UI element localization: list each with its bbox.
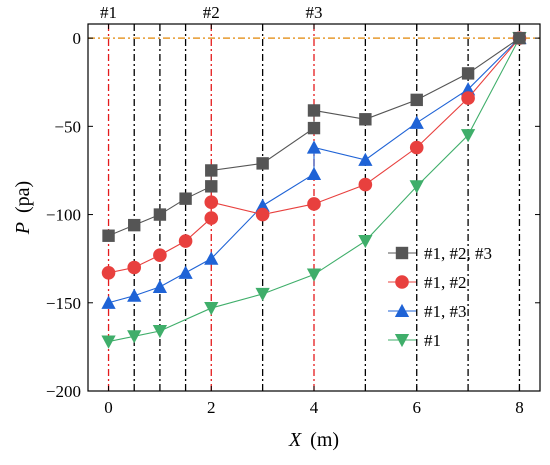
- series-1-point-10: [461, 91, 475, 105]
- series-0-point-9: [359, 113, 372, 126]
- series-2-point-3: [178, 265, 193, 279]
- series-0-point-5: [205, 164, 218, 177]
- y-tick-label-0: 0: [73, 29, 82, 48]
- series-3-point-8: [460, 129, 476, 143]
- series-0-point-11: [461, 67, 475, 80]
- y-axis-title: P (pa): [12, 181, 34, 235]
- series-layer: [101, 30, 527, 349]
- series-2-point-10: [460, 82, 476, 96]
- legend-label-3: #1: [424, 331, 441, 350]
- series-0: [102, 31, 526, 242]
- series-2: [101, 30, 527, 309]
- series-1-point-1: [127, 260, 142, 275]
- series-0-point-10: [410, 93, 423, 107]
- legend-marker-1: [395, 275, 409, 289]
- series-2-point-9: [409, 115, 424, 129]
- series-1-point-2: [153, 248, 167, 262]
- series-0-point-12: [513, 31, 526, 45]
- x-tick-label-4: 8: [515, 398, 524, 417]
- series-0-point-0: [102, 229, 115, 242]
- series-2-point-8: [358, 152, 373, 166]
- series-0-point-6: [256, 157, 269, 170]
- vertical-line-label-6: #3: [306, 3, 323, 22]
- series-1-point-9: [409, 140, 424, 155]
- series-2-point-7: [306, 140, 322, 154]
- series-0-point-8: [307, 104, 321, 117]
- series-2-point-6: [306, 166, 322, 181]
- series-0-point-2: [153, 208, 167, 221]
- x-axis-unit: (m): [310, 429, 339, 451]
- legend-marker-2: [394, 303, 410, 318]
- y-axis-unit: (pa): [12, 181, 34, 213]
- y-tick-label-2: −100: [46, 206, 81, 225]
- vertical-line-label-0: #1: [100, 3, 117, 22]
- series-1-point-7: [307, 197, 321, 211]
- legend-label-2: #1, #3: [424, 302, 467, 321]
- x-tick-label-2: 4: [310, 398, 319, 417]
- vertical-line-label-4: #2: [203, 3, 220, 22]
- x-tick-label-3: 6: [412, 398, 421, 417]
- y-tick-label-3: −150: [46, 294, 81, 313]
- y-axis-variable: P: [12, 222, 34, 235]
- legend-marker-3: [394, 333, 410, 348]
- series-2-point-1: [127, 288, 142, 302]
- series-1-point-0: [101, 265, 116, 280]
- series-0-point-3: [179, 192, 192, 205]
- legend-item-3: #1: [388, 331, 441, 350]
- legend-label-1: #1, #2: [424, 273, 467, 292]
- y-tick-label-1: −50: [54, 117, 81, 136]
- x-tick-label-0: 0: [104, 398, 113, 417]
- legend-item-1: #1, #2: [388, 273, 467, 292]
- series-1-point-8: [358, 177, 373, 192]
- series-1-point-4: [204, 211, 219, 225]
- series-1-point-5: [204, 195, 219, 210]
- series-3-point-2: [152, 324, 168, 339]
- series-1-point-3: [178, 234, 193, 248]
- series-line-3: [108, 37, 520, 343]
- series-2-point-0: [101, 295, 116, 309]
- series-3-point-4: [255, 287, 270, 302]
- series-3-point-6: [358, 234, 373, 249]
- series-3-point-7: [409, 180, 424, 194]
- series-2-point-5: [255, 198, 270, 212]
- vertical-line-labels: #1 #2 #3: [100, 3, 322, 22]
- y-tick-label-4: −200: [46, 382, 81, 401]
- series-3-point-3: [204, 302, 219, 316]
- series-0-point-4: [205, 180, 218, 193]
- x-axis-variable: X: [288, 429, 302, 451]
- legend-label-0: #1, #2, #3: [424, 244, 492, 263]
- series-3-point-1: [127, 330, 142, 344]
- series-1-point-6: [255, 207, 270, 222]
- series-0-point-1: [128, 218, 141, 232]
- legend-item-0: #1, #2, #3: [388, 244, 492, 263]
- series-0-point-7: [307, 121, 321, 135]
- x-tick-label-1: 2: [207, 398, 216, 417]
- series-2-point-2: [152, 279, 168, 293]
- x-axis-title: X (m): [288, 429, 339, 451]
- legend: #1, #2, #3 #1, #2 #1, #3 #1: [388, 244, 492, 350]
- legend-marker-0: [395, 246, 409, 260]
- legend-item-2: #1, #3: [388, 302, 467, 321]
- series-3-point-0: [101, 335, 116, 349]
- series-2-point-4: [204, 251, 219, 265]
- tick-layer: 0 2 4 6 8 0 −50 −100 −150 −200: [46, 24, 540, 417]
- series-3-point-5: [306, 268, 322, 282]
